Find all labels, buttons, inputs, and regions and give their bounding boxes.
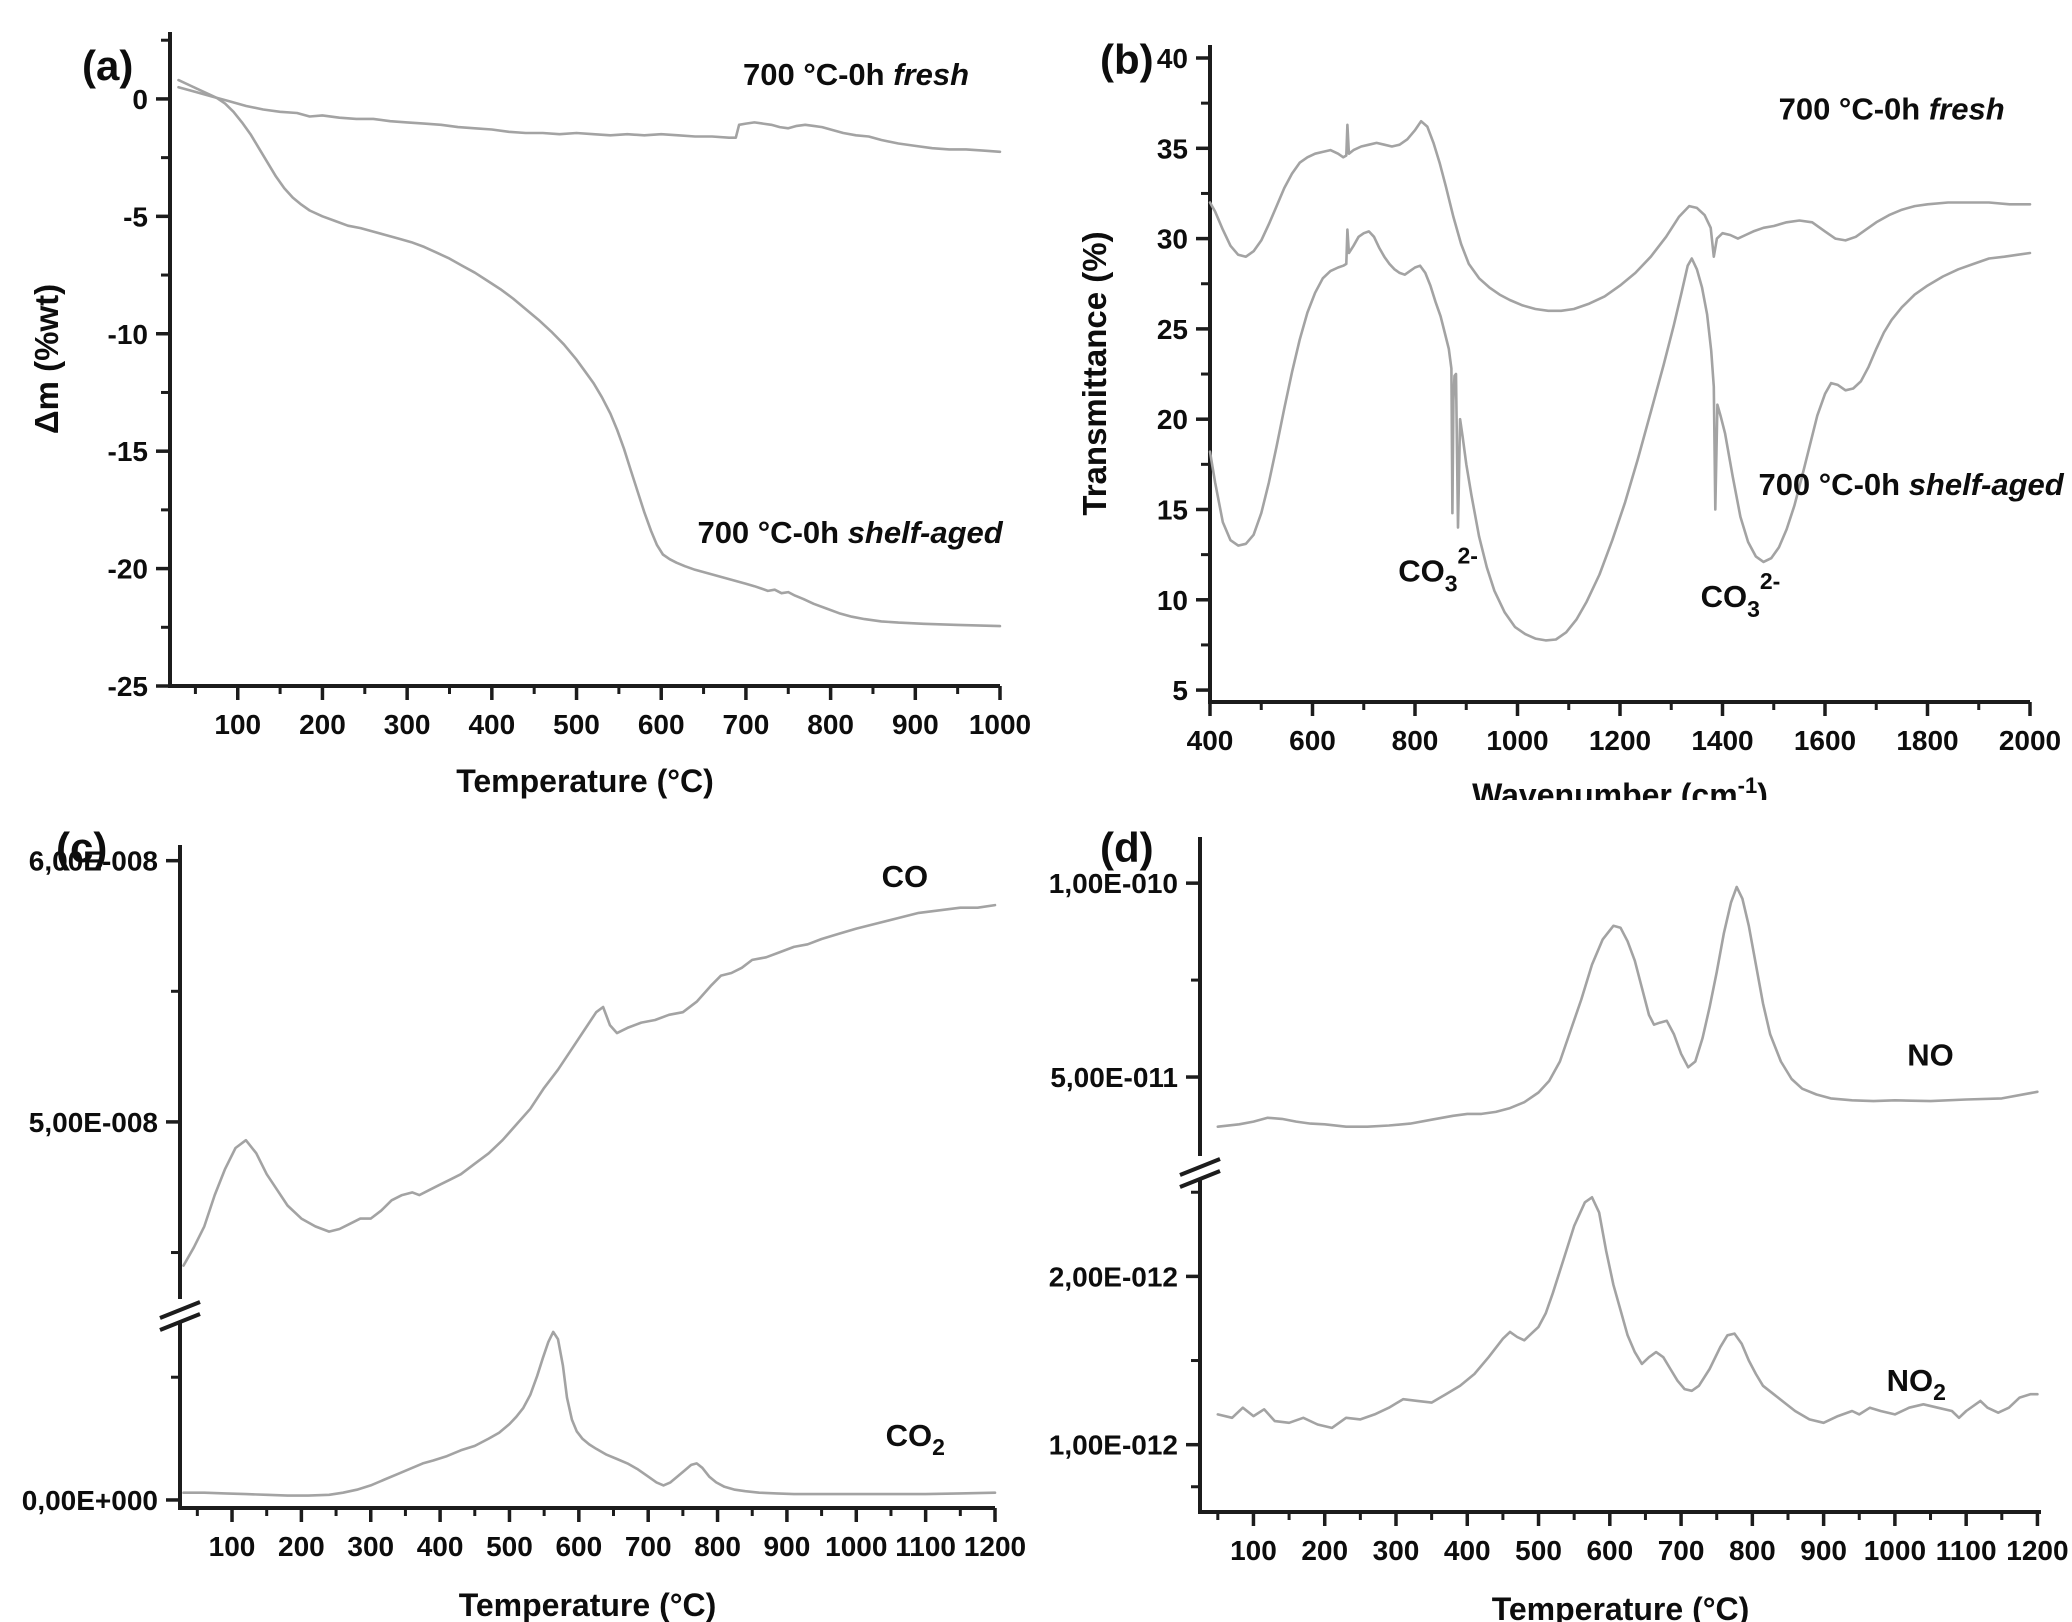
svg-text:200: 200 xyxy=(278,1531,325,1562)
series-label-fresh: 700 °C-0h fresh xyxy=(1779,91,2005,126)
x-axis-title-b: Wavenumber (cm-1) xyxy=(1472,773,1768,800)
svg-text:300: 300 xyxy=(384,709,431,740)
series-label-NO2: NO2 xyxy=(1887,1363,1946,1405)
svg-text:600: 600 xyxy=(1289,725,1336,756)
svg-text:1200: 1200 xyxy=(1589,725,1651,756)
svg-text:200: 200 xyxy=(1301,1535,1348,1566)
series-curve-CO2 xyxy=(182,1330,997,1497)
svg-text:-5: -5 xyxy=(123,201,148,232)
y-axis-title-b: Transmittance (%) xyxy=(1076,231,1113,515)
panel-tag-d: (d) xyxy=(1100,824,1154,871)
svg-text:0: 0 xyxy=(132,84,148,115)
x-axis-title-d: Temperature (°C) xyxy=(1492,1591,1750,1622)
panel-b-chart: 400 600 800 1000 1200 1400 1600 1800 2000 40 35 30 2… xyxy=(1076,36,2065,800)
svg-text:900: 900 xyxy=(892,709,939,740)
svg-text:-20: -20 xyxy=(108,554,148,585)
svg-text:500: 500 xyxy=(553,709,600,740)
x-axis-title-a: Temperature (°C) xyxy=(456,763,714,799)
svg-text:400: 400 xyxy=(468,709,515,740)
series-label-CO: CO xyxy=(882,859,929,894)
svg-text:2,00E-012: 2,00E-012 xyxy=(1049,1261,1178,1292)
svg-text:900: 900 xyxy=(1800,1535,1847,1566)
series-curve-shelf-aged xyxy=(1208,228,2032,642)
series-label-shelf-aged: 700 °C-0h shelf-aged xyxy=(697,515,1003,550)
series-curve-shelf-aged xyxy=(177,78,1002,628)
svg-text:800: 800 xyxy=(807,709,854,740)
svg-text:300: 300 xyxy=(347,1531,394,1562)
svg-text:600: 600 xyxy=(555,1531,602,1562)
series-curve-fresh xyxy=(1208,119,2032,313)
panel-tag-a: (a) xyxy=(82,42,133,89)
svg-text:400: 400 xyxy=(417,1531,464,1562)
svg-text:800: 800 xyxy=(1729,1535,1776,1566)
svg-text:100: 100 xyxy=(209,1531,256,1562)
panel-d-chart: 100 200 300 400 500 600 700 800 900 1000 1100 1200 1… xyxy=(1049,824,2069,1622)
svg-text:5,00E-011: 5,00E-011 xyxy=(1050,1062,1178,1093)
svg-text:1,00E-010: 1,00E-010 xyxy=(1049,868,1178,899)
svg-text:500: 500 xyxy=(1515,1535,1562,1566)
svg-text:1100: 1100 xyxy=(895,1531,956,1562)
svg-text:30: 30 xyxy=(1157,224,1188,255)
svg-text:15: 15 xyxy=(1157,494,1188,525)
svg-text:1100: 1100 xyxy=(1936,1535,1997,1566)
svg-text:800: 800 xyxy=(1392,725,1439,756)
svg-text:1600: 1600 xyxy=(1794,725,1856,756)
svg-text:400: 400 xyxy=(1187,725,1234,756)
annotation-b-0: CO32- xyxy=(1398,543,1478,597)
series-curve-NO2 xyxy=(1216,1195,2039,1430)
svg-text:200: 200 xyxy=(299,709,346,740)
svg-text:-25: -25 xyxy=(108,671,148,702)
svg-text:5: 5 xyxy=(1172,675,1188,706)
svg-text:100: 100 xyxy=(214,709,261,740)
svg-text:35: 35 xyxy=(1157,133,1188,164)
annotation-b-1: CO32- xyxy=(1701,568,1781,622)
series-curve-CO xyxy=(182,903,997,1267)
svg-text:1200: 1200 xyxy=(2006,1535,2068,1566)
svg-text:700: 700 xyxy=(625,1531,672,1562)
x-axis-title-c: Temperature (°C) xyxy=(459,1587,717,1622)
svg-text:1000: 1000 xyxy=(969,709,1031,740)
svg-text:1800: 1800 xyxy=(1896,725,1958,756)
series-label-fresh: 700 °C-0h fresh xyxy=(743,57,969,92)
svg-text:700: 700 xyxy=(1658,1535,1705,1566)
svg-text:900: 900 xyxy=(764,1531,811,1562)
svg-text:-10: -10 xyxy=(108,319,148,350)
svg-text:800: 800 xyxy=(694,1531,741,1562)
svg-text:600: 600 xyxy=(1586,1535,1633,1566)
panel-tag-c: (c) xyxy=(56,824,107,871)
series-curve-NO xyxy=(1216,885,2039,1129)
svg-text:1200: 1200 xyxy=(964,1531,1026,1562)
svg-text:1000: 1000 xyxy=(825,1531,887,1562)
svg-text:25: 25 xyxy=(1157,314,1188,345)
svg-text:40: 40 xyxy=(1157,43,1188,74)
svg-text:500: 500 xyxy=(486,1531,533,1562)
series-label-CO2: CO2 xyxy=(886,1418,945,1460)
series-label-NO: NO xyxy=(1907,1037,1954,1072)
panel-tag-b: (b) xyxy=(1100,36,1154,83)
y-axis-title-a: Δm (%wt) xyxy=(28,284,65,434)
svg-text:1400: 1400 xyxy=(1691,725,1753,756)
svg-text:300: 300 xyxy=(1373,1535,1420,1566)
svg-text:5,00E-008: 5,00E-008 xyxy=(29,1107,158,1138)
svg-text:600: 600 xyxy=(638,709,685,740)
svg-text:400: 400 xyxy=(1444,1535,1491,1566)
svg-text:2000: 2000 xyxy=(1999,725,2061,756)
panel-c-chart: 100 200 300 400 500 600 700 800 900 1000 1100 1200 6… xyxy=(22,824,1026,1622)
svg-text:0,00E+000: 0,00E+000 xyxy=(22,1485,158,1516)
panel-a-chart: 100 200 300 400 500 600 700 800 900 1000 0 -5 -10 -15… xyxy=(28,32,1031,799)
svg-text:6,00E-008: 6,00E-008 xyxy=(29,846,158,877)
svg-text:-15: -15 xyxy=(108,436,148,467)
svg-text:20: 20 xyxy=(1157,404,1188,435)
svg-text:1000: 1000 xyxy=(1864,1535,1926,1566)
series-curve-fresh xyxy=(177,85,1002,154)
svg-text:1,00E-012: 1,00E-012 xyxy=(1049,1430,1178,1461)
series-label-shelf-aged: 700 °C-0h shelf-aged xyxy=(1758,467,2064,502)
svg-text:700: 700 xyxy=(723,709,770,740)
svg-text:1000: 1000 xyxy=(1486,725,1548,756)
svg-text:100: 100 xyxy=(1230,1535,1277,1566)
svg-text:10: 10 xyxy=(1157,585,1188,616)
